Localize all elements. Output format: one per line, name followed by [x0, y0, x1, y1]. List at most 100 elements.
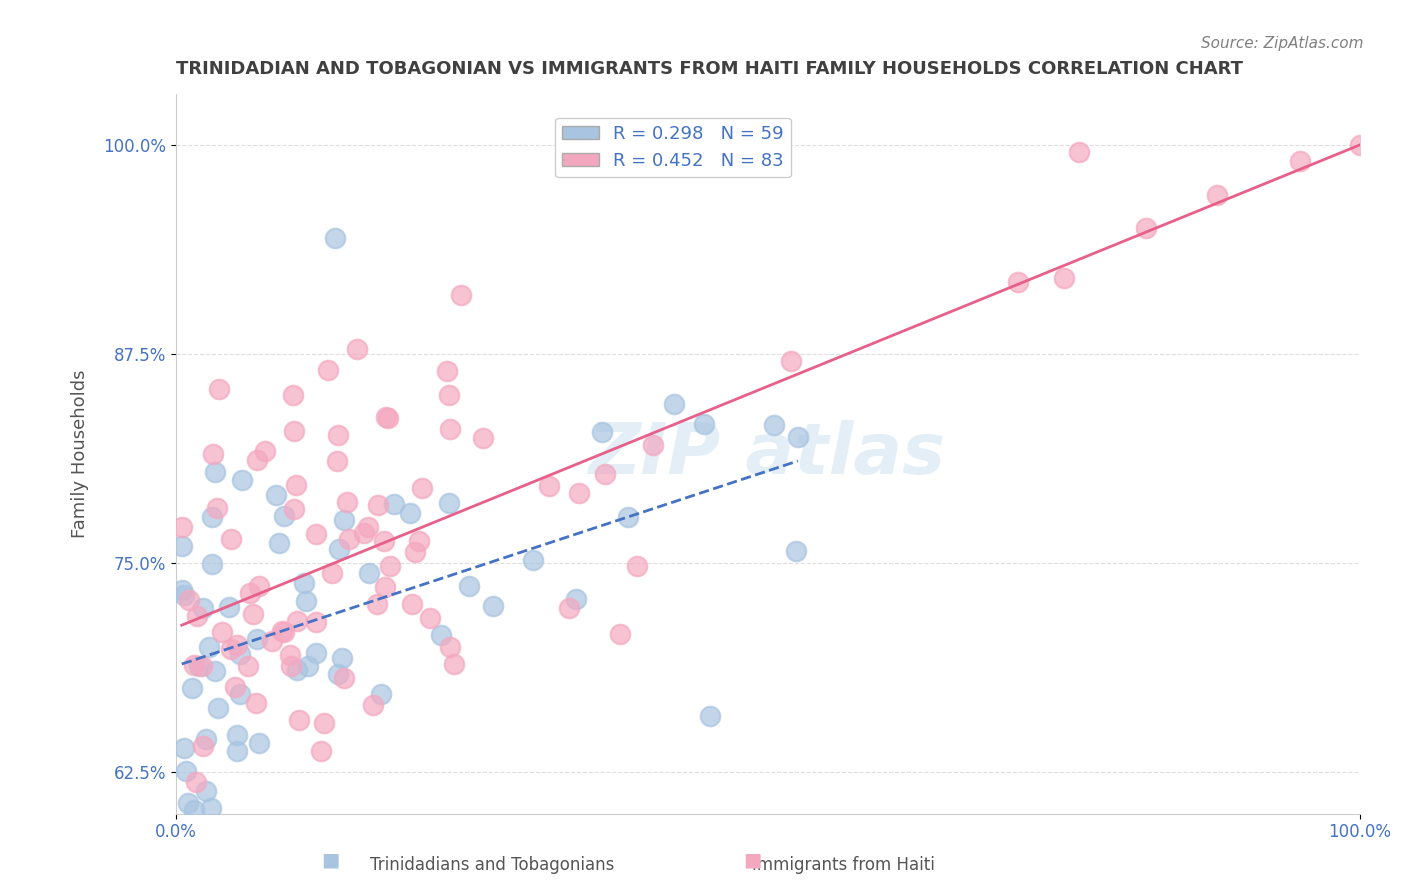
Point [564, 592, 586, 607]
Point [439, 640, 461, 654]
Point [1007, 276, 1029, 290]
Point [204, 665, 226, 679]
Point [591, 425, 613, 439]
Point [229, 647, 252, 661]
Text: ■: ■ [321, 851, 340, 870]
Point [170, 582, 193, 597]
Point [443, 657, 465, 672]
Point [186, 775, 208, 789]
Point [373, 534, 395, 549]
Point [218, 600, 240, 615]
Point [193, 739, 215, 754]
Point [366, 597, 388, 611]
Point [377, 410, 399, 425]
Legend: R = 0.298   N = 59, R = 0.452   N = 83: R = 0.298 N = 59, R = 0.452 N = 83 [555, 118, 790, 178]
Point [699, 709, 721, 723]
Point [181, 681, 204, 695]
Point [357, 566, 380, 580]
Point [198, 640, 221, 654]
Point [280, 659, 302, 673]
Point [626, 559, 648, 574]
Point [285, 663, 308, 677]
Point [437, 388, 460, 402]
Point [288, 713, 311, 727]
Point [194, 784, 217, 798]
Point [273, 624, 295, 639]
Point [437, 496, 460, 510]
Point [537, 479, 560, 493]
Point [231, 473, 253, 487]
Point [439, 422, 461, 436]
Point [558, 600, 581, 615]
Point [617, 510, 640, 524]
Point [200, 801, 222, 815]
Point [367, 498, 389, 512]
Point [188, 659, 211, 673]
Point [292, 576, 315, 591]
Point [236, 659, 259, 673]
Point [380, 558, 402, 573]
Point [309, 744, 332, 758]
Point [176, 764, 198, 779]
Point [260, 634, 283, 648]
Point [404, 545, 426, 559]
Text: TRINIDADIAN AND TOBAGONIAN VS IMMIGRANTS FROM HAITI FAMILY HOUSEHOLDS CORRELATIO: TRINIDADIAN AND TOBAGONIAN VS IMMIGRANTS… [176, 60, 1243, 78]
Point [1052, 271, 1074, 285]
Point [201, 509, 224, 524]
Point [609, 627, 631, 641]
Point [170, 539, 193, 553]
Point [693, 417, 716, 431]
Point [458, 579, 481, 593]
Point [219, 641, 242, 656]
Point [186, 608, 208, 623]
Point [408, 533, 430, 548]
Point [211, 625, 233, 640]
Point [297, 659, 319, 673]
Point [226, 728, 249, 742]
Point [323, 231, 346, 245]
Point [785, 543, 807, 558]
Point [1067, 145, 1090, 160]
Point [278, 648, 301, 663]
Point [271, 624, 294, 639]
Point [295, 594, 318, 608]
Text: ■: ■ [742, 851, 762, 870]
Point [247, 579, 270, 593]
Point [568, 486, 591, 500]
Point [283, 424, 305, 438]
Point [763, 418, 786, 433]
Point [254, 444, 277, 458]
Point [326, 667, 349, 681]
Point [419, 611, 441, 625]
Point [326, 454, 349, 468]
Point [285, 614, 308, 628]
Point [593, 467, 616, 482]
Point [247, 736, 270, 750]
Point [177, 796, 200, 810]
Point [254, 833, 277, 847]
Point [472, 431, 495, 445]
Point [177, 593, 200, 607]
Point [183, 658, 205, 673]
Point [333, 513, 356, 527]
Point [246, 632, 269, 646]
Point [219, 532, 242, 546]
Point [1348, 137, 1371, 152]
Point [191, 659, 214, 673]
Point [205, 501, 228, 516]
Point [450, 287, 472, 301]
Point [401, 597, 423, 611]
Point [641, 437, 664, 451]
Point [1206, 187, 1229, 202]
Point [173, 741, 195, 756]
Point [336, 494, 359, 508]
Point [332, 671, 354, 685]
Point [330, 651, 353, 665]
Point [1135, 221, 1157, 235]
Point [1289, 154, 1312, 169]
Point [229, 687, 252, 701]
Point [305, 646, 328, 660]
Point [304, 615, 326, 630]
Point [314, 715, 336, 730]
Point [207, 701, 229, 715]
